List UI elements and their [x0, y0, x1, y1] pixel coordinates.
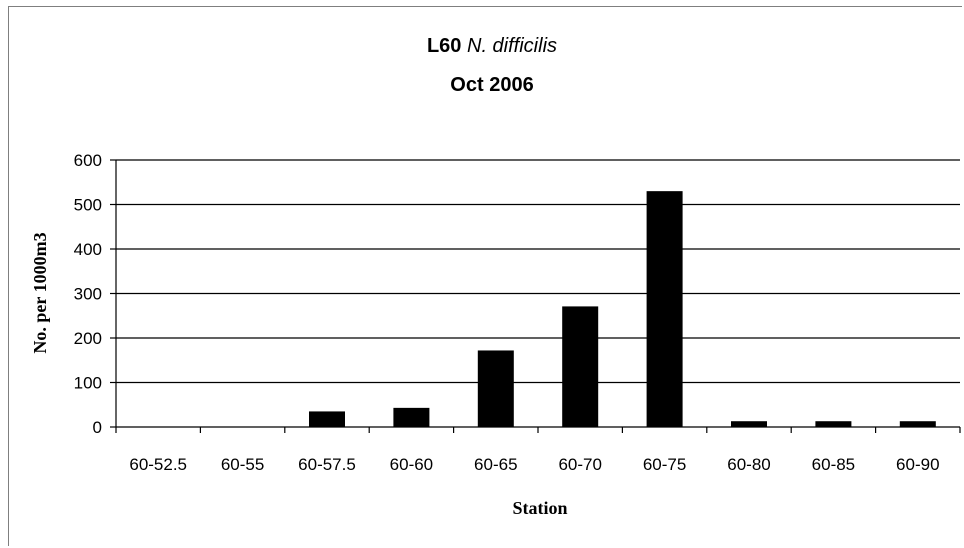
- y-tick-label: 100: [74, 374, 102, 393]
- x-tick-label: 60-65: [474, 455, 517, 474]
- y-tick-label: 0: [93, 418, 102, 437]
- axes: [110, 159, 961, 433]
- bar: [477, 350, 514, 427]
- y-tick-label: 300: [74, 285, 102, 304]
- x-tick-label: 60-60: [390, 455, 433, 474]
- x-tick-label: 60-80: [727, 455, 770, 474]
- x-tick-label: 60-57.5: [298, 455, 356, 474]
- x-tick-label: 60-70: [558, 455, 601, 474]
- y-axis-title: No. per 1000m3: [30, 232, 50, 353]
- chart-subtitle: Oct 2006: [450, 74, 533, 96]
- x-tick-labels: 60-52.5 60-55 60-57.5 60-60 60-65 60-70 60-75 6…: [129, 455, 939, 474]
- chart-title-prefix: L60: [427, 35, 467, 57]
- bar: [646, 191, 683, 427]
- bar: [393, 407, 430, 427]
- x-tick-label: 60-90: [896, 455, 939, 474]
- bar: [731, 421, 767, 427]
- x-tick-label: 60-55: [221, 455, 264, 474]
- bars: [309, 191, 936, 427]
- bar: [309, 411, 345, 427]
- y-tick-label: 400: [74, 240, 102, 259]
- y-tick-labels: 0 100 200 300 400 500 600: [74, 151, 102, 437]
- y-tick-label: 200: [74, 329, 102, 348]
- x-axis-title: Station: [512, 498, 567, 518]
- chart-title-species: N. difficilis: [467, 35, 557, 57]
- gridlines: [116, 159, 960, 384]
- bar: [815, 421, 852, 427]
- x-tick-label: 60-52.5: [129, 455, 187, 474]
- bar: [899, 421, 936, 427]
- bar: [562, 306, 599, 427]
- x-tick-label: 60-85: [812, 455, 855, 474]
- x-tick-label: 60-75: [643, 455, 686, 474]
- chart-frame: [8, 6, 962, 546]
- y-tick-label: 500: [74, 196, 102, 215]
- y-tick-label: 600: [74, 151, 102, 170]
- chart-title: L60 N. difficilis: [427, 35, 557, 57]
